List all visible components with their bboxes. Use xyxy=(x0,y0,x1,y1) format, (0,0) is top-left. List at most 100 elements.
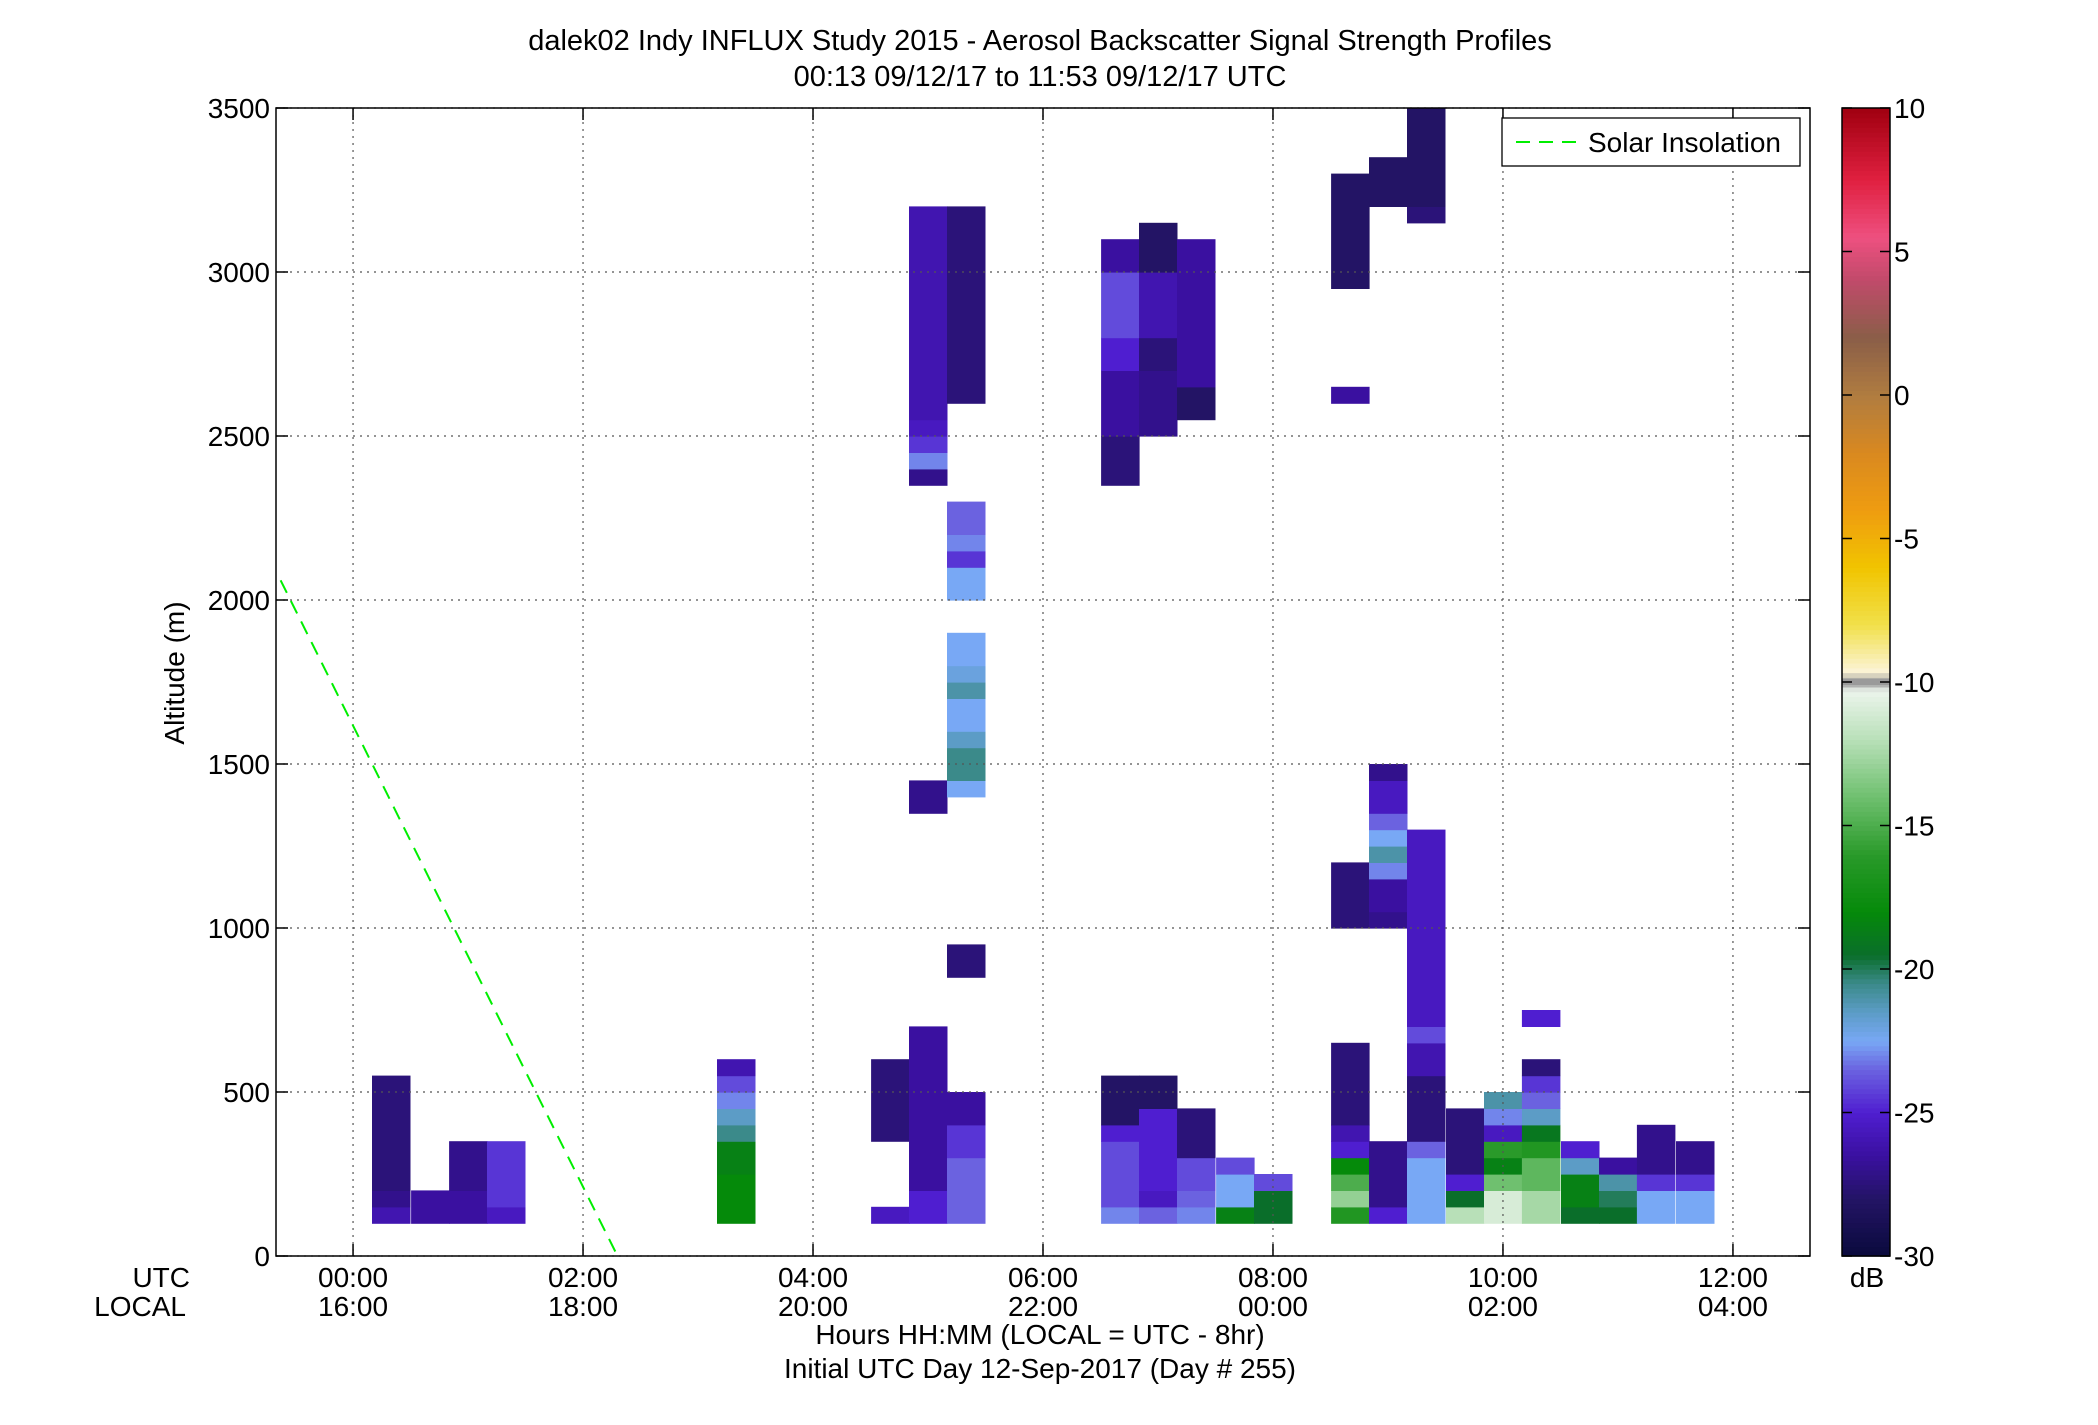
grid-lines xyxy=(276,107,1810,1257)
heatmap-cell xyxy=(1369,157,1408,207)
colorbar-band xyxy=(1842,442,1890,449)
colorbar-band xyxy=(1842,289,1890,296)
heatmap-cell xyxy=(1101,1206,1140,1224)
colorbar-band xyxy=(1842,385,1890,391)
colorbar-band xyxy=(1842,117,1890,124)
colorbar-band xyxy=(1842,878,1890,884)
heatmap-cell xyxy=(1331,1141,1370,1159)
heatmap-cell xyxy=(1561,1174,1600,1208)
colorbar-band xyxy=(1842,1203,1890,1209)
colorbar-band xyxy=(1842,854,1890,860)
colorbar-band xyxy=(1842,643,1890,650)
heatmap-cell xyxy=(1101,337,1140,371)
heatmap-cell xyxy=(1331,1174,1370,1191)
colorbar-band xyxy=(1842,108,1890,114)
colorbar-band xyxy=(1842,256,1890,262)
y-tick-label: 3000 xyxy=(208,257,270,288)
heatmap-cell xyxy=(1139,1190,1178,1208)
colorbar-band xyxy=(1842,404,1890,411)
heatmap-cell xyxy=(1521,1124,1561,1142)
colorbar-band xyxy=(1842,218,1890,224)
colorbar-band xyxy=(1842,811,1890,817)
heatmap-cell xyxy=(909,1026,948,1191)
colorbar-band xyxy=(1842,925,1890,932)
colorbar-band xyxy=(1842,1198,1890,1205)
colorbar-band xyxy=(1842,548,1890,554)
colorbar-band xyxy=(1842,591,1890,597)
colorbar-tick-label: 10 xyxy=(1894,93,1925,124)
heatmap-cell xyxy=(1101,370,1140,437)
local-row-label: LOCAL xyxy=(94,1291,186,1322)
colorbar-band xyxy=(1842,887,1890,894)
colorbar-band xyxy=(1842,414,1890,420)
colorbar-band xyxy=(1842,433,1890,439)
colorbar-band xyxy=(1842,820,1890,827)
heatmap-cell xyxy=(1599,1174,1638,1191)
heatmap-cell xyxy=(1636,1190,1676,1224)
heatmap-cell xyxy=(947,698,986,732)
heatmap-cell xyxy=(1177,239,1216,388)
colorbar-band xyxy=(1842,146,1890,152)
colorbar-band xyxy=(1842,691,1890,698)
heatmap-cell xyxy=(1407,1075,1446,1142)
colorbar-band xyxy=(1842,658,1890,664)
colorbar-band xyxy=(1842,323,1890,329)
colorbar-band xyxy=(1842,858,1890,865)
heatmap-cell xyxy=(717,1124,756,1142)
heatmap-cell xyxy=(1101,436,1140,486)
heatmap-cell xyxy=(947,665,986,683)
colorbar-band xyxy=(1842,806,1890,812)
colorbar-band xyxy=(1842,127,1890,133)
heatmap-cell xyxy=(871,1206,910,1224)
colorbar-band xyxy=(1842,1002,1890,1008)
x-tick-label-local: 02:00 xyxy=(1468,1291,1538,1322)
x-tick-label-utc: 08:00 xyxy=(1238,1262,1308,1293)
y-axis-ticks: 0 500 1000 1500 2000 2500 3000 3500 xyxy=(208,93,1810,1272)
colorbar-band xyxy=(1842,524,1890,530)
colorbar-band xyxy=(1842,366,1890,372)
colorbar-band xyxy=(1842,1208,1890,1214)
colorbar-band xyxy=(1842,758,1890,765)
y-tick-label: 1000 xyxy=(208,913,270,944)
colorbar-band xyxy=(1842,1136,1890,1142)
colorbar-band xyxy=(1842,610,1890,616)
colorbar-band xyxy=(1842,1079,1890,1085)
colorbar-band xyxy=(1842,1031,1890,1037)
heatmap-cell xyxy=(1521,1075,1561,1093)
chart-title: dalek02 Indy INFLUX Study 2015 - Aerosol… xyxy=(528,25,1552,57)
colorbar-band xyxy=(1842,390,1890,396)
heatmap-cell xyxy=(1676,1141,1715,1175)
colorbar-band xyxy=(1842,476,1890,482)
colorbar-band xyxy=(1842,619,1890,626)
heatmap-cell xyxy=(372,1075,411,1191)
heatmap-cells xyxy=(372,108,1715,1224)
heatmap-cell xyxy=(1369,1206,1408,1224)
colorbar-band xyxy=(1842,729,1890,736)
colorbar-band xyxy=(1842,581,1890,588)
colorbar-band xyxy=(1842,949,1890,956)
heatmap-cell xyxy=(947,764,986,781)
colorbar-tick-label: -5 xyxy=(1894,524,1919,555)
colorbar-band xyxy=(1842,1165,1890,1171)
colorbar-band xyxy=(1842,615,1890,621)
colorbar-band xyxy=(1842,1059,1890,1066)
colorbar-tick-label: -30 xyxy=(1894,1241,1934,1272)
colorbar-band xyxy=(1842,882,1890,889)
colorbar-band xyxy=(1842,198,1890,205)
heatmap-cell xyxy=(1369,911,1408,929)
heatmap-cell xyxy=(1139,222,1178,273)
colorbar-band xyxy=(1842,964,1890,970)
colorbar-band xyxy=(1842,1040,1890,1047)
colorbar-band xyxy=(1842,337,1890,344)
colorbar-band xyxy=(1842,438,1890,444)
heatmap-cell xyxy=(411,1190,450,1224)
x-tick-label-utc: 04:00 xyxy=(778,1262,848,1293)
colorbar-band xyxy=(1842,595,1890,602)
heatmap-cell xyxy=(1484,1124,1523,1142)
x-tick-label-local: 20:00 xyxy=(778,1291,848,1322)
colorbar-band xyxy=(1842,184,1890,191)
colorbar-band xyxy=(1842,634,1890,640)
colorbar-band xyxy=(1842,1112,1890,1118)
colorbar-band xyxy=(1842,863,1890,870)
solar-insolation-line xyxy=(279,579,619,1257)
